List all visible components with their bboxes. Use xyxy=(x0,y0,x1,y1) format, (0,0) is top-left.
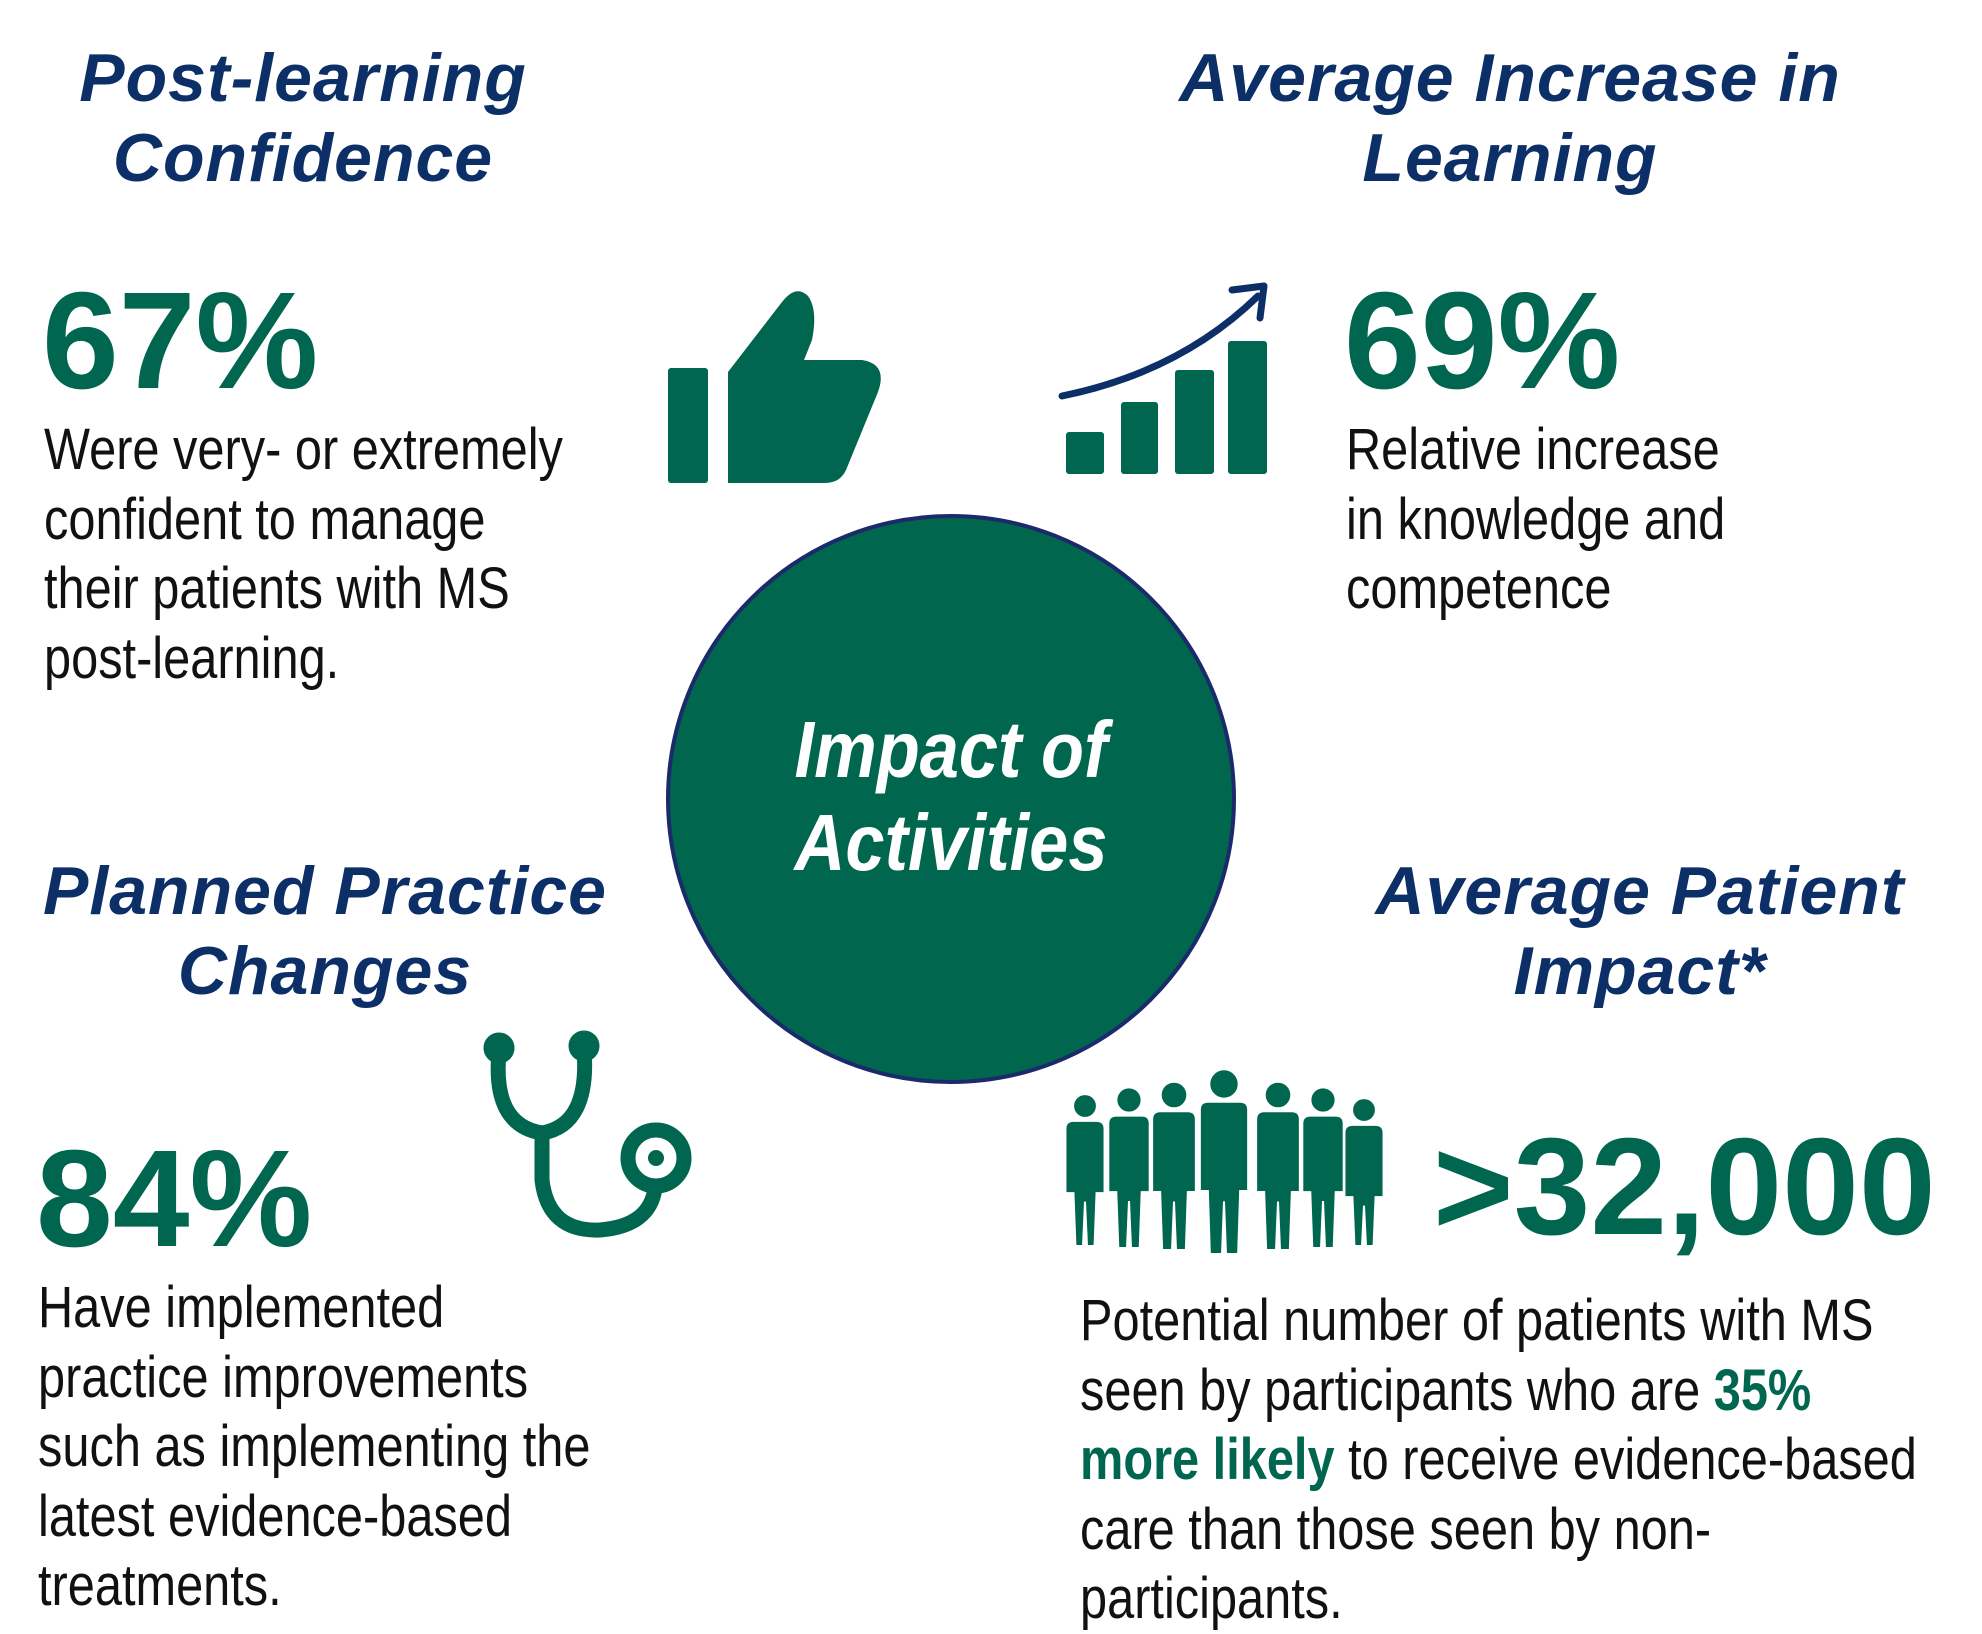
title-line: Planned Practice xyxy=(42,853,608,929)
text: Potential number of patients with MS xyxy=(1080,1288,1874,1353)
person-part xyxy=(1208,1068,1240,1100)
description-line: post-learning. xyxy=(44,625,340,691)
description-line: care than those seen by non- xyxy=(1080,1495,1917,1565)
description-line: confident to manage xyxy=(44,486,486,552)
person-part xyxy=(1151,1110,1197,1251)
person-part xyxy=(1263,1080,1293,1110)
title-line: Learning xyxy=(1362,120,1658,196)
description-line: participants. xyxy=(1080,1564,1917,1634)
title-line: Confidence xyxy=(112,120,494,196)
text: to receive evidence-based xyxy=(1334,1427,1917,1492)
text: care than those seen by non- xyxy=(1080,1496,1712,1562)
description-line: Potential number of patients with MS xyxy=(1080,1286,1917,1356)
description-line: latest evidence-based xyxy=(38,1483,512,1549)
person-part xyxy=(1064,1119,1106,1247)
title-line: Impact* xyxy=(1513,933,1767,1009)
description: Were very- or extremely confident to man… xyxy=(44,415,563,693)
description-line: such as implementing the xyxy=(38,1414,591,1479)
description: Relative increase in knowledge and compe… xyxy=(1346,415,1725,624)
description: Have implemented practice improvements s… xyxy=(38,1273,590,1621)
emphasis: 35% xyxy=(1713,1357,1812,1423)
description-line: treatments. xyxy=(38,1553,282,1618)
stethoscope-icon xyxy=(483,1030,692,1238)
stat: 69% xyxy=(1344,264,1621,418)
description-line: competence xyxy=(1346,556,1612,621)
description-line: more likely to receive evidence-based xyxy=(1080,1425,1917,1495)
stethoscope-dot xyxy=(648,1150,664,1166)
text: seen by participants who are xyxy=(1080,1357,1714,1423)
description-line: Relative increase xyxy=(1346,417,1720,482)
section-title: Post-learning Confidence xyxy=(53,38,553,198)
person-part xyxy=(1343,1123,1385,1247)
description-line: their patients with MS xyxy=(44,556,510,621)
text: participants. xyxy=(1080,1566,1343,1631)
description: Potential number of patients with MS see… xyxy=(1080,1286,1917,1634)
section-title: Average Patient Impact* xyxy=(1340,851,1940,1011)
title-line: Average Patient xyxy=(1375,853,1905,929)
center-line: Impact of xyxy=(795,705,1114,794)
person-part xyxy=(1107,1114,1151,1249)
description-line: Were very- or extremely xyxy=(44,417,563,482)
person-part xyxy=(1255,1110,1301,1251)
person-part xyxy=(1309,1086,1337,1114)
person-part xyxy=(1301,1114,1345,1249)
description-line: practice improvements xyxy=(38,1344,529,1410)
page: Impact of Activities Post-learning Confid… xyxy=(25,38,1940,1631)
title-line: Average Increase in xyxy=(1179,40,1841,116)
description-line: in knowledge and xyxy=(1346,486,1726,552)
thumbs-up-icon xyxy=(668,291,881,483)
section-title: Planned Practice Changes xyxy=(25,851,625,1011)
center-line: Activities xyxy=(793,798,1108,887)
title-line: Post-learning xyxy=(79,40,527,116)
person-part xyxy=(1159,1080,1189,1110)
section-title: Average Increase in Learning xyxy=(1110,38,1910,198)
center-circle xyxy=(666,514,1236,1084)
artwork: Impact of Activities xyxy=(483,282,1385,1255)
title-line: Changes xyxy=(177,933,473,1009)
stat: 67% xyxy=(42,264,319,418)
people-icon xyxy=(1064,1068,1385,1255)
description-line: Have implemented xyxy=(38,1275,445,1340)
stat: 84% xyxy=(36,1122,313,1276)
description-line: seen by participants who are 35% xyxy=(1080,1356,1917,1426)
person-part xyxy=(1072,1093,1098,1119)
person-part xyxy=(1115,1086,1143,1114)
emphasis: more likely xyxy=(1080,1427,1335,1492)
person-part xyxy=(1351,1097,1377,1123)
growth-icon xyxy=(1058,282,1268,474)
person-part xyxy=(1198,1100,1250,1255)
stat: >32,000 xyxy=(1433,1110,1936,1264)
